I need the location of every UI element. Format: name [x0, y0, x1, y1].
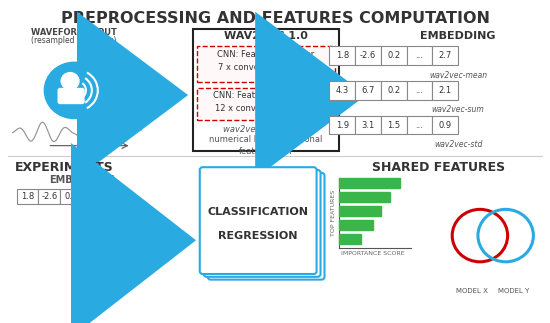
Bar: [339, 178, 400, 188]
FancyBboxPatch shape: [406, 116, 432, 134]
FancyBboxPatch shape: [432, 47, 458, 65]
FancyBboxPatch shape: [432, 116, 458, 134]
Text: -2.6: -2.6: [41, 192, 57, 201]
Text: 0.2: 0.2: [387, 51, 400, 60]
Text: 0.9: 0.9: [439, 120, 452, 130]
FancyBboxPatch shape: [193, 29, 339, 151]
Text: 2.7: 2.7: [108, 192, 121, 201]
FancyBboxPatch shape: [406, 47, 432, 65]
Text: TOP FEATURES: TOP FEATURES: [331, 190, 336, 236]
FancyBboxPatch shape: [200, 167, 317, 274]
Text: numerical low-dimensional
featurization: numerical low-dimensional featurization: [210, 135, 323, 156]
Bar: [339, 192, 390, 202]
Text: 4.3: 4.3: [336, 86, 349, 95]
Text: CLASSIFICATION: CLASSIFICATION: [208, 207, 309, 217]
Text: WAVEFORM INPUT: WAVEFORM INPUT: [31, 28, 117, 36]
Text: 2.7: 2.7: [439, 51, 452, 60]
Text: ...: ...: [416, 51, 424, 60]
FancyBboxPatch shape: [60, 189, 82, 204]
Text: (resampled to 16 kHz): (resampled to 16 kHz): [31, 36, 117, 45]
FancyBboxPatch shape: [329, 81, 355, 100]
FancyBboxPatch shape: [355, 116, 381, 134]
Text: 1.9: 1.9: [336, 120, 349, 130]
Text: 3.1: 3.1: [361, 120, 375, 130]
Text: SHARED FEATURES: SHARED FEATURES: [372, 161, 505, 174]
Text: ...: ...: [416, 86, 424, 95]
Text: EMBEDDING: EMBEDDING: [49, 175, 115, 185]
Text: 1.8: 1.8: [21, 192, 34, 201]
Text: 0.2: 0.2: [64, 192, 78, 201]
Bar: [339, 220, 373, 230]
Text: MODEL X: MODEL X: [456, 288, 488, 294]
Text: 1.5: 1.5: [387, 120, 400, 130]
Text: ...: ...: [89, 192, 97, 201]
FancyBboxPatch shape: [355, 47, 381, 65]
FancyBboxPatch shape: [381, 116, 406, 134]
FancyBboxPatch shape: [104, 189, 125, 204]
FancyBboxPatch shape: [58, 89, 84, 103]
Text: EMBEDDING: EMBEDDING: [420, 31, 496, 41]
Text: 0.2: 0.2: [387, 86, 400, 95]
Bar: [339, 206, 381, 216]
FancyBboxPatch shape: [381, 81, 406, 100]
Text: 1.8: 1.8: [336, 51, 349, 60]
Text: REGRESSION: REGRESSION: [218, 231, 298, 241]
Text: 6.7: 6.7: [361, 86, 375, 95]
Circle shape: [45, 62, 104, 119]
FancyBboxPatch shape: [208, 173, 324, 280]
FancyBboxPatch shape: [329, 116, 355, 134]
Text: ...: ...: [416, 120, 424, 130]
FancyBboxPatch shape: [432, 81, 458, 100]
Text: -2.6: -2.6: [360, 51, 376, 60]
FancyBboxPatch shape: [406, 81, 432, 100]
FancyBboxPatch shape: [197, 47, 336, 82]
Bar: [339, 234, 361, 244]
Text: wav2vec predictions: wav2vec predictions: [223, 125, 309, 134]
FancyBboxPatch shape: [197, 88, 336, 120]
Text: MODEL Y: MODEL Y: [498, 288, 529, 294]
Text: EXPERIMENTS: EXPERIMENTS: [15, 161, 113, 174]
Text: WAV2VEC 1.0: WAV2VEC 1.0: [224, 31, 308, 41]
Text: wav2vec-sum: wav2vec-sum: [432, 105, 485, 114]
FancyBboxPatch shape: [82, 189, 104, 204]
FancyBboxPatch shape: [355, 81, 381, 100]
Text: PREPROCESSING AND FEATURES COMPUTATION: PREPROCESSING AND FEATURES COMPUTATION: [60, 11, 490, 26]
FancyBboxPatch shape: [329, 47, 355, 65]
Circle shape: [61, 73, 79, 89]
Text: IMPORTANCE SCORE: IMPORTANCE SCORE: [341, 251, 405, 255]
Text: CNN: Feature Aggregator
12 x convolutional layer: CNN: Feature Aggregator 12 x convolution…: [213, 91, 319, 113]
Text: wav2vec-mean: wav2vec-mean: [429, 71, 487, 80]
FancyBboxPatch shape: [204, 170, 321, 277]
Text: CNN: Feature Extractor
7 x convolutional layer: CNN: Feature Extractor 7 x convolutional…: [217, 50, 315, 72]
FancyBboxPatch shape: [381, 47, 406, 65]
Text: time: time: [82, 148, 101, 157]
FancyBboxPatch shape: [16, 189, 38, 204]
Text: wav2vec-std: wav2vec-std: [434, 140, 482, 149]
FancyBboxPatch shape: [39, 189, 60, 204]
Text: 2.1: 2.1: [439, 86, 452, 95]
